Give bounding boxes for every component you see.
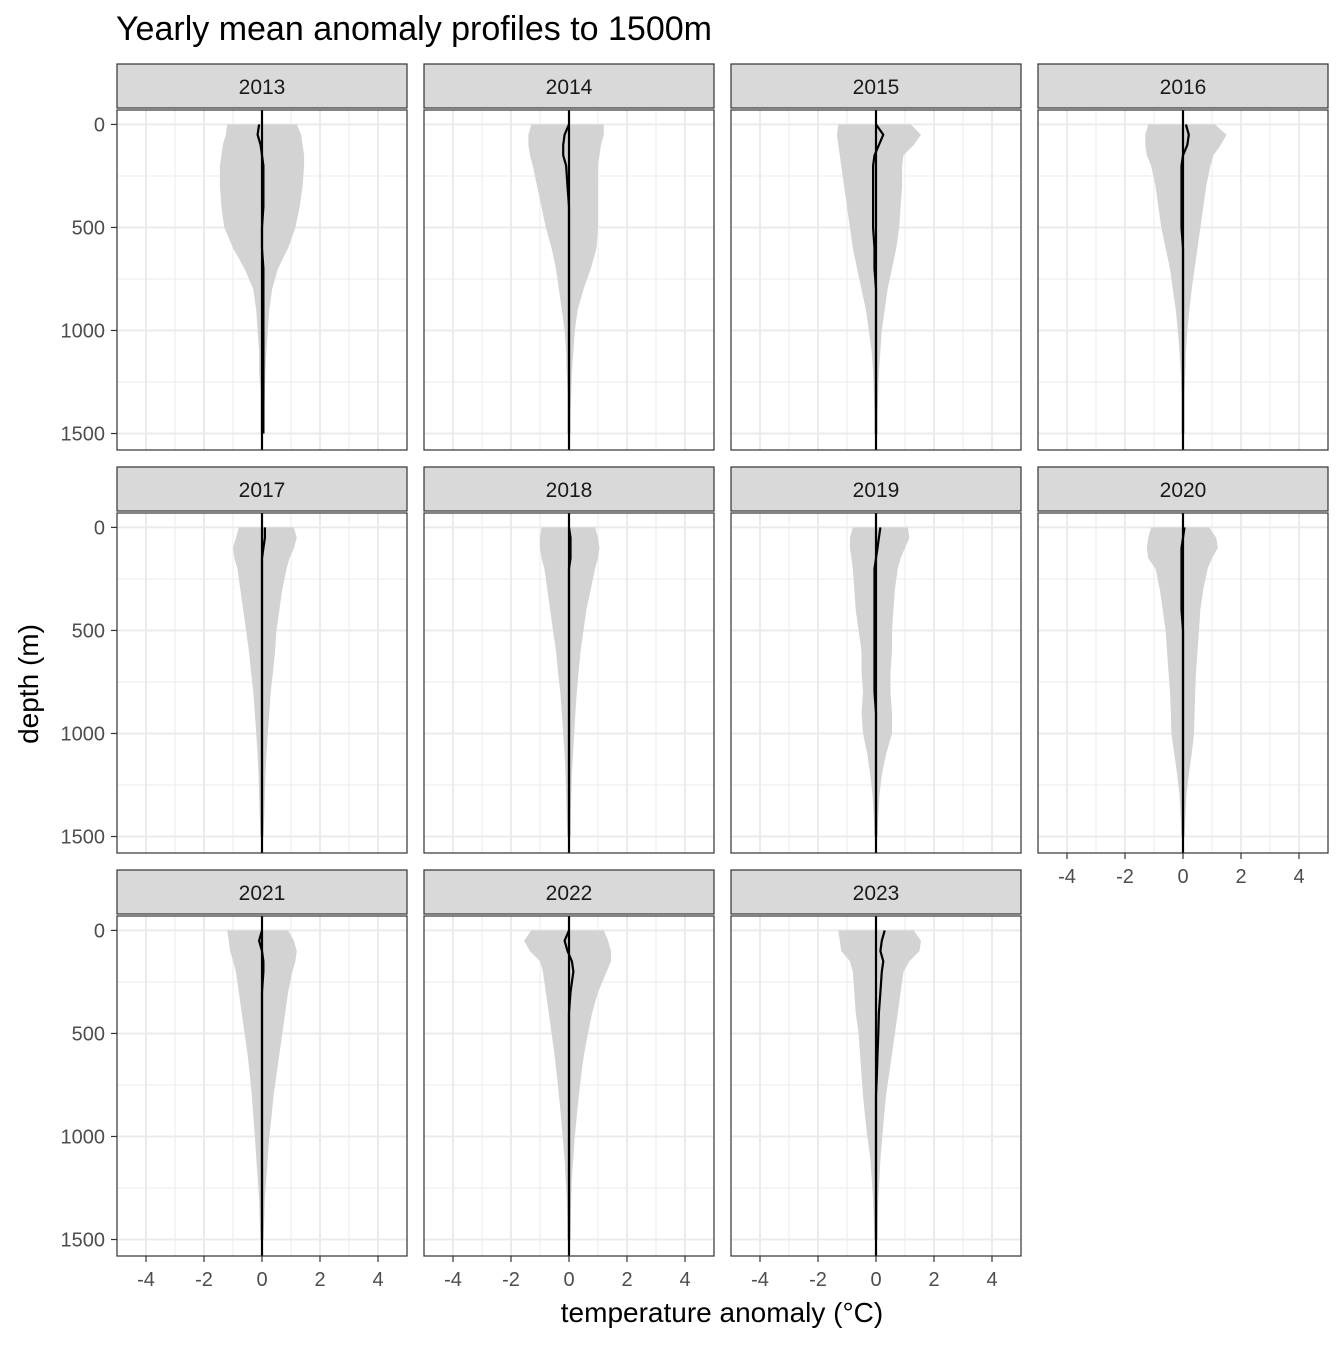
ribbon-2023 bbox=[838, 930, 921, 1240]
y-tick-label: 1500 bbox=[61, 827, 106, 849]
x-axis-title: temperature anomaly (°C) bbox=[561, 1297, 883, 1328]
x-tick-label: 4 bbox=[679, 1269, 690, 1291]
facet-strip bbox=[116, 466, 408, 512]
panel-border bbox=[730, 512, 1022, 854]
mean-line-2022 bbox=[563, 929, 575, 1240]
panel-border bbox=[116, 109, 408, 451]
mean-line-2016 bbox=[1180, 124, 1190, 434]
mean-line-2023 bbox=[874, 930, 886, 1240]
mean-line-2017 bbox=[260, 527, 266, 837]
ribbon-2014 bbox=[528, 124, 604, 434]
y-tick-label: 1500 bbox=[61, 1230, 106, 1252]
y-tick-label: 1000 bbox=[61, 723, 106, 745]
facet-strip-label: 2019 bbox=[853, 479, 900, 502]
x-tick-label: 2 bbox=[1235, 866, 1246, 888]
facet-strip-label: 2021 bbox=[239, 882, 286, 905]
y-axis-title: depth (m) bbox=[13, 624, 44, 744]
facet-panel-2020: 2020 -4 -2 0 2 4 bbox=[1037, 466, 1329, 888]
facet-strip-label: 2014 bbox=[546, 76, 593, 99]
x-tick-label: -4 bbox=[1058, 866, 1076, 888]
x-tick-label: -2 bbox=[1116, 866, 1134, 888]
facet-strip-label: 2015 bbox=[853, 76, 900, 99]
facet-strip-label: 2020 bbox=[1160, 479, 1207, 502]
facet-strip bbox=[1037, 466, 1329, 512]
facet-panel-2022: 2022 -4 -2 0 2 4 bbox=[423, 869, 715, 1291]
x-tick-label: 2 bbox=[928, 1269, 939, 1291]
facet-panel-2018: 2018 bbox=[423, 466, 715, 854]
mean-line-2020 bbox=[1180, 527, 1186, 837]
y-tick-label: 500 bbox=[72, 217, 105, 239]
facet-strip-label: 2022 bbox=[546, 882, 593, 905]
facet-strip bbox=[423, 63, 715, 109]
x-tick-label: -4 bbox=[751, 1269, 769, 1291]
facet-strip-label: 2016 bbox=[1160, 76, 1207, 99]
mean-line-2013 bbox=[256, 124, 265, 434]
facet-strip-label: 2018 bbox=[546, 479, 593, 502]
ribbon-2016 bbox=[1145, 124, 1227, 434]
facet-panel-2014: 2014 bbox=[423, 63, 715, 451]
facet-strip-label: 2023 bbox=[853, 882, 900, 905]
facet-strip bbox=[423, 869, 715, 915]
y-tick-label: 500 bbox=[72, 620, 105, 642]
x-tick-label: 0 bbox=[1177, 866, 1188, 888]
ribbon-2022 bbox=[524, 930, 611, 1240]
x-tick-label: 2 bbox=[621, 1269, 632, 1291]
panel-border bbox=[423, 512, 715, 854]
facet-panel-2021: 2021 0 500 1000 1500 -4 -2 0 2 4 bbox=[61, 869, 408, 1291]
x-tick-label: 0 bbox=[563, 1269, 574, 1291]
x-tick-label: 4 bbox=[986, 1269, 997, 1291]
y-tick-label: 0 bbox=[94, 920, 105, 942]
x-tick-label: -2 bbox=[809, 1269, 827, 1291]
x-tick-label: 2 bbox=[314, 1269, 325, 1291]
panel-border bbox=[730, 109, 1022, 451]
x-tick-label: 0 bbox=[870, 1269, 881, 1291]
y-tick-label: 1500 bbox=[61, 424, 106, 446]
facet-strip-label: 2013 bbox=[239, 76, 286, 99]
y-tick-label: 500 bbox=[72, 1023, 105, 1045]
facet-strip bbox=[730, 869, 1022, 915]
mean-line-2014 bbox=[562, 123, 571, 434]
mean-line-2018 bbox=[567, 527, 572, 837]
x-tick-label: -2 bbox=[195, 1269, 213, 1291]
y-tick-label: 0 bbox=[94, 517, 105, 539]
facet-panel-2016: 2016 bbox=[1037, 63, 1329, 451]
facet-strip bbox=[730, 63, 1022, 109]
facet-strip bbox=[1037, 63, 1329, 109]
ribbon-2015 bbox=[836, 124, 921, 434]
mean-line-2021 bbox=[258, 930, 265, 1240]
x-tick-label: -4 bbox=[137, 1269, 155, 1291]
facet-strip bbox=[116, 63, 408, 109]
facet-panel-2019: 2019 bbox=[730, 466, 1022, 854]
facet-panels: 2013 0 500 1000 1500 2014 2015 2016 2017 0 500 1000… bbox=[61, 63, 1329, 1291]
y-tick-label: 1000 bbox=[61, 1126, 106, 1148]
mean-line-2015 bbox=[871, 123, 885, 434]
x-tick-label: 4 bbox=[372, 1269, 383, 1291]
x-tick-label: -2 bbox=[502, 1269, 520, 1291]
facet-strip-label: 2017 bbox=[239, 479, 286, 502]
facet-strip bbox=[730, 466, 1022, 512]
panel-border bbox=[116, 512, 408, 854]
y-tick-label: 1000 bbox=[61, 320, 106, 342]
panel-border bbox=[423, 109, 715, 451]
panel-border bbox=[1037, 109, 1329, 451]
facet-panel-2023: 2023 -4 -2 0 2 4 bbox=[730, 869, 1022, 1291]
ribbon-2019 bbox=[849, 527, 910, 837]
facet-strip bbox=[423, 466, 715, 512]
y-tick-label: 0 bbox=[94, 114, 105, 136]
x-tick-label: -4 bbox=[444, 1269, 462, 1291]
facet-panel-2017: 2017 0 500 1000 1500 bbox=[61, 466, 408, 854]
chart-title: Yearly mean anomaly profiles to 1500m bbox=[116, 10, 712, 48]
x-tick-label: 4 bbox=[1293, 866, 1304, 888]
facet-panel-2013: 2013 0 500 1000 1500 bbox=[61, 63, 408, 451]
facet-strip bbox=[116, 869, 408, 915]
facet-panel-2015: 2015 bbox=[730, 63, 1022, 451]
mean-line-2019 bbox=[873, 527, 882, 837]
ribbon-2017 bbox=[233, 527, 297, 837]
x-tick-label: 0 bbox=[256, 1269, 267, 1291]
